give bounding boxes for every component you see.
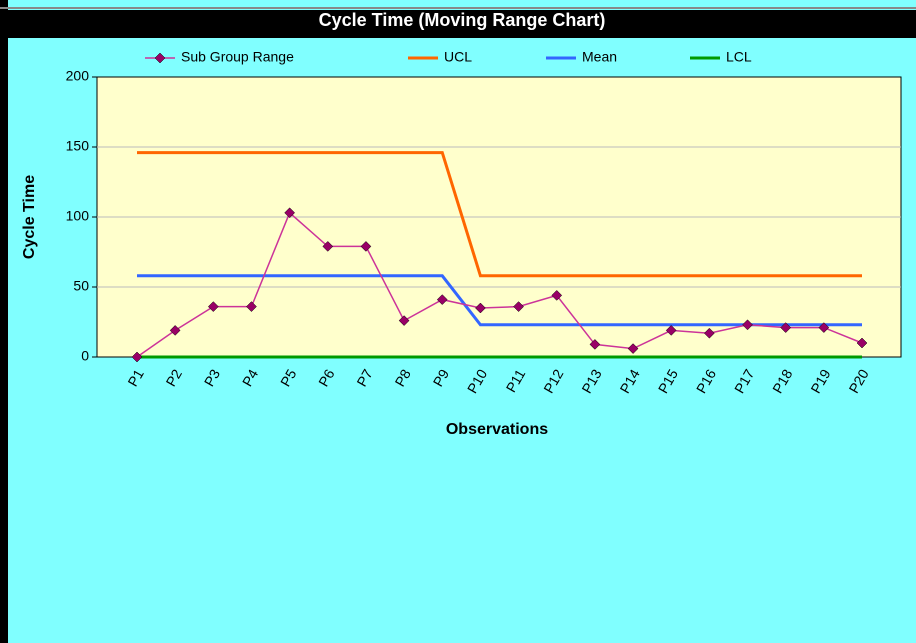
data-point	[475, 302, 486, 314]
data-point	[246, 301, 257, 312]
x-tick-label: P8	[391, 366, 414, 389]
x-tick-label: P5	[277, 366, 300, 389]
legend-label: LCL	[726, 49, 752, 65]
data-point	[742, 319, 753, 331]
data-point	[818, 322, 830, 333]
data-point	[589, 339, 601, 350]
y-axis-title: Cycle Time	[21, 175, 38, 259]
data-point	[704, 327, 715, 339]
series-line	[137, 151, 862, 278]
legend-label: Mean	[582, 49, 617, 65]
data-point	[322, 241, 334, 252]
data-point	[131, 351, 143, 363]
data-point	[665, 325, 677, 336]
x-tick-label: P7	[353, 366, 376, 389]
data-point	[856, 337, 868, 349]
y-tick-label: 200	[66, 68, 90, 84]
x-tick-label: P1	[124, 366, 147, 389]
x-tick-label: P2	[163, 366, 186, 389]
y-tick-label: 0	[81, 348, 89, 364]
series-line	[137, 274, 862, 327]
x-axis-title: Observations	[446, 421, 548, 438]
data-point	[284, 207, 295, 219]
legend-marker	[154, 52, 166, 64]
chart-title: Cycle Time (Moving Range Chart)	[319, 10, 606, 30]
data-point	[627, 343, 639, 354]
series-line	[136, 211, 863, 358]
y-tick-label: 50	[73, 278, 89, 294]
legend-label: Sub Group Range	[181, 49, 294, 65]
y-tick-label: 150	[66, 138, 90, 154]
left-border	[0, 0, 8, 643]
data-point	[513, 301, 524, 312]
data-point	[551, 290, 563, 301]
data-point	[169, 325, 181, 336]
data-point	[207, 301, 219, 312]
x-tick-label: P9	[430, 366, 453, 389]
y-tick-label: 100	[66, 208, 90, 224]
legend-label: UCL	[444, 49, 472, 65]
data-point	[398, 315, 410, 326]
data-point	[780, 322, 792, 333]
title-bar	[0, 10, 916, 38]
data-point	[436, 294, 448, 305]
data-point	[360, 241, 372, 252]
x-tick-label: P6	[315, 366, 338, 389]
x-tick-label: P3	[201, 366, 224, 389]
x-tick-label: P4	[239, 366, 262, 389]
